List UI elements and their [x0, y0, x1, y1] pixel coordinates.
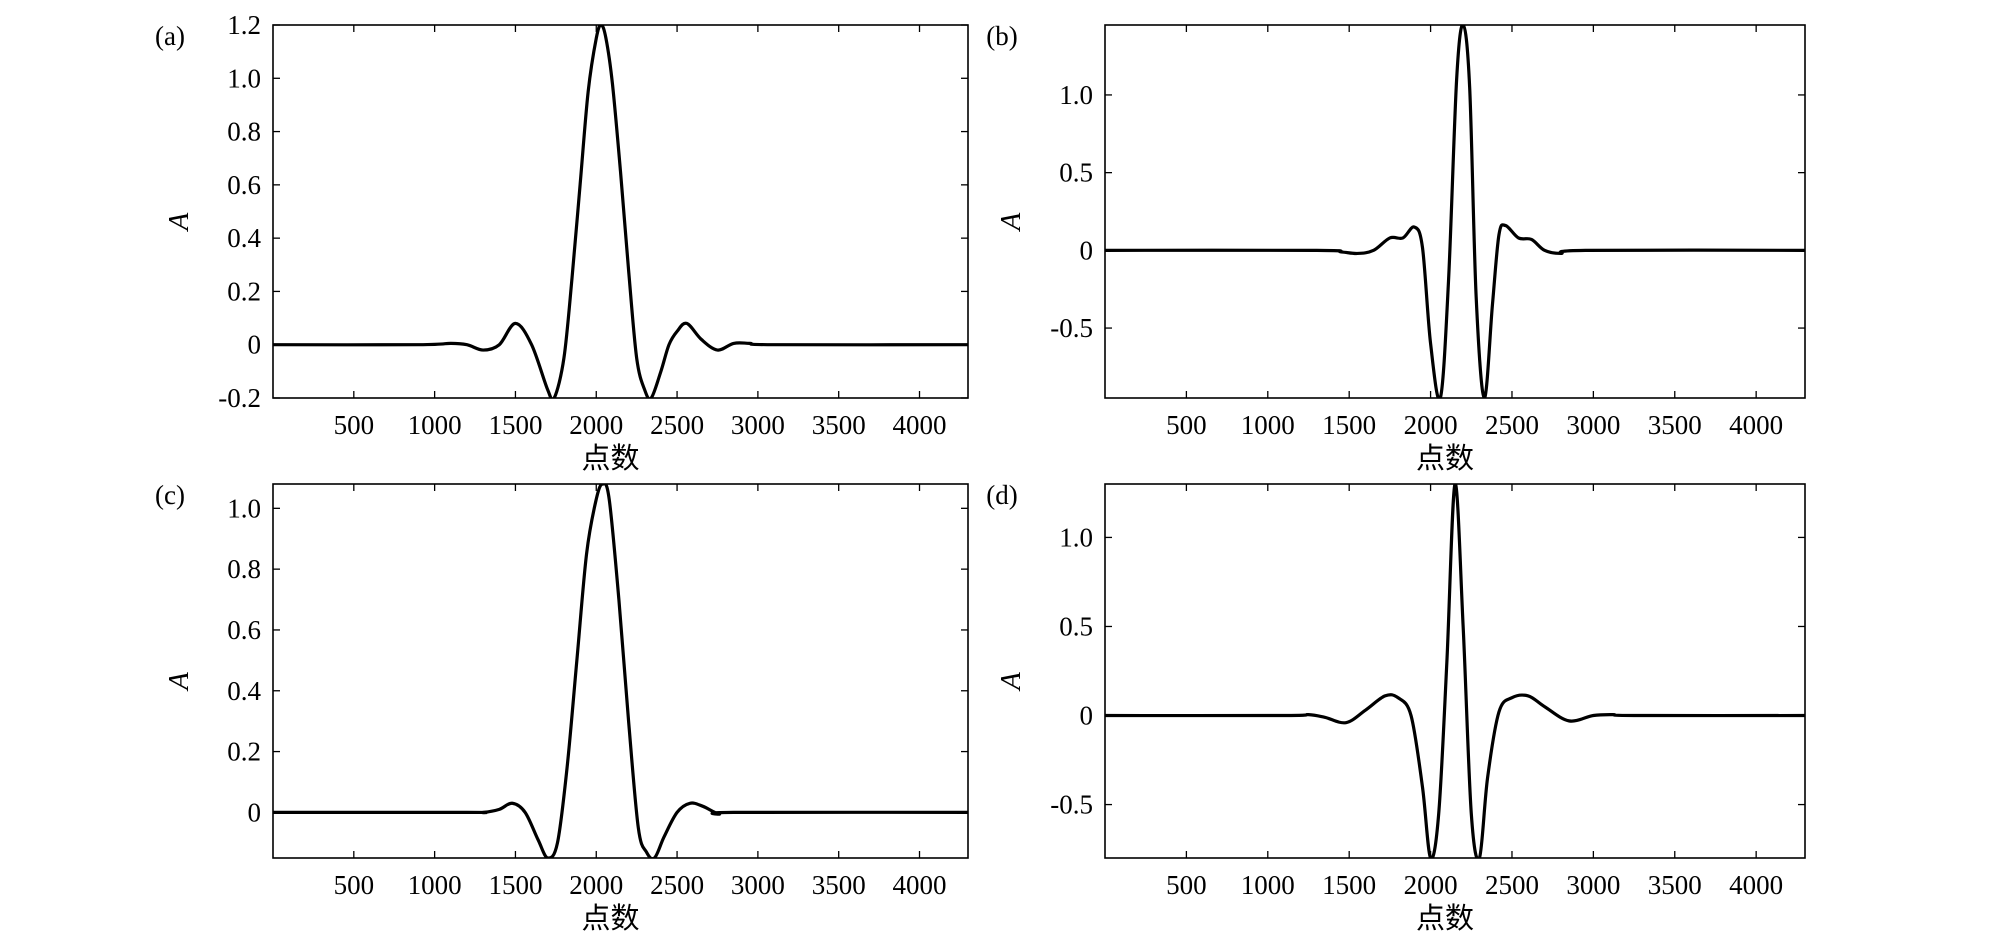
x-tick-label: 4000: [893, 870, 947, 900]
x-tick-label: 500: [334, 410, 375, 440]
y-tick-label: 0.4: [227, 676, 261, 706]
y-tick-label: 0.6: [227, 615, 261, 645]
y-tick-label: 0: [248, 330, 262, 360]
y-tick-label: 1.0: [227, 63, 261, 93]
y-tick-label: 0: [1080, 701, 1094, 731]
y-tick-label: 1.2: [227, 10, 261, 40]
x-tick-label: 3000: [1566, 870, 1620, 900]
x-tick-label: 1500: [488, 870, 542, 900]
x-tick-label: 3500: [1648, 870, 1702, 900]
y-tick-label: 0.8: [227, 554, 261, 584]
x-axis-title: 点数: [1416, 442, 1474, 475]
x-tick-label: 500: [1166, 870, 1207, 900]
x-tick-label: 2500: [650, 870, 704, 900]
panel-label: (a): [155, 21, 185, 51]
y-tick-label: 0.5: [1059, 611, 1093, 641]
x-tick-label: 3000: [731, 410, 785, 440]
plot-frame: [272, 24, 969, 399]
plot-frame: [1104, 24, 1806, 399]
chart-panel-d: 500 1000 1500 2000 2500 3000 3500 4000 -0.5 0 0.5 1…: [986, 480, 1806, 933]
x-tick-label: 1000: [1241, 410, 1295, 440]
y-axis-title: A: [995, 212, 1027, 232]
x-tick-label: 2500: [1485, 870, 1539, 900]
y-tick-label: 0.4: [227, 223, 261, 253]
y-tick-label: -0.2: [218, 383, 261, 413]
x-tick-label: 3500: [1648, 410, 1702, 440]
x-tick-label: 2500: [650, 410, 704, 440]
x-tick-label: 500: [334, 870, 375, 900]
x-tick-label: 4000: [1729, 870, 1783, 900]
x-tick-label: 1500: [488, 410, 542, 440]
chart-panel-b: 500 1000 1500 2000 2500 3000 3500 4000 -0.5 0 0.5 1…: [986, 21, 1806, 475]
y-tick-label: 0.2: [227, 737, 261, 767]
chart-panel-a: 500 1000 1500 2000 2500 3000 3500 4000 -0.2 0 0.2 0…: [155, 10, 969, 475]
y-tick-label: 1.0: [1059, 80, 1093, 110]
y-tick-label: 0.2: [227, 276, 261, 306]
x-axis-title: 点数: [1416, 902, 1474, 933]
y-axis-title: A: [995, 672, 1027, 692]
y-tick-label: 0: [1080, 235, 1094, 265]
y-tick-label: 1.0: [1059, 522, 1093, 552]
series-line: [273, 25, 968, 398]
x-tick-label: 500: [1166, 410, 1207, 440]
y-tick-label: -0.5: [1050, 790, 1093, 820]
x-tick-label: 4000: [893, 410, 947, 440]
x-tick-label: 1500: [1322, 870, 1376, 900]
x-tick-label: 2000: [569, 870, 623, 900]
series-line: [1105, 484, 1805, 858]
x-tick-label: 2500: [1485, 410, 1539, 440]
x-tick-label: 3500: [812, 870, 866, 900]
x-tick-label: 1500: [1322, 410, 1376, 440]
y-axis-title: A: [163, 672, 195, 692]
y-tick-label: 0.6: [227, 170, 261, 200]
x-tick-label: 2000: [1404, 870, 1458, 900]
x-tick-label: 2000: [1404, 410, 1458, 440]
x-axis-title: 点数: [581, 442, 639, 475]
x-tick-label: 1000: [408, 410, 462, 440]
y-tick-label: 1.0: [227, 493, 261, 523]
x-tick-label: 3000: [731, 870, 785, 900]
y-tick-label: 0: [248, 797, 262, 827]
panel-label: (b): [986, 21, 1017, 51]
y-axis-title: A: [163, 212, 195, 232]
chart-panel-c: 500 1000 1500 2000 2500 3000 3500 4000 0 0.2 0.4 0.…: [155, 480, 969, 933]
x-axis-title: 点数: [581, 902, 639, 933]
plot-frame: [272, 483, 969, 859]
panel-label: (d): [986, 480, 1017, 510]
x-tick-label: 4000: [1729, 410, 1783, 440]
x-tick-label: 3500: [812, 410, 866, 440]
x-tick-label: 2000: [569, 410, 623, 440]
series-line: [1105, 25, 1805, 398]
x-tick-label: 1000: [408, 870, 462, 900]
y-tick-label: 0.8: [227, 117, 261, 147]
y-tick-label: -0.5: [1050, 313, 1093, 343]
y-tick-label: 0.5: [1059, 158, 1093, 188]
panel-label: (c): [155, 480, 185, 510]
series-line: [273, 484, 968, 858]
x-tick-label: 3000: [1566, 410, 1620, 440]
x-tick-label: 1000: [1241, 870, 1295, 900]
plot-frame: [1104, 483, 1806, 859]
